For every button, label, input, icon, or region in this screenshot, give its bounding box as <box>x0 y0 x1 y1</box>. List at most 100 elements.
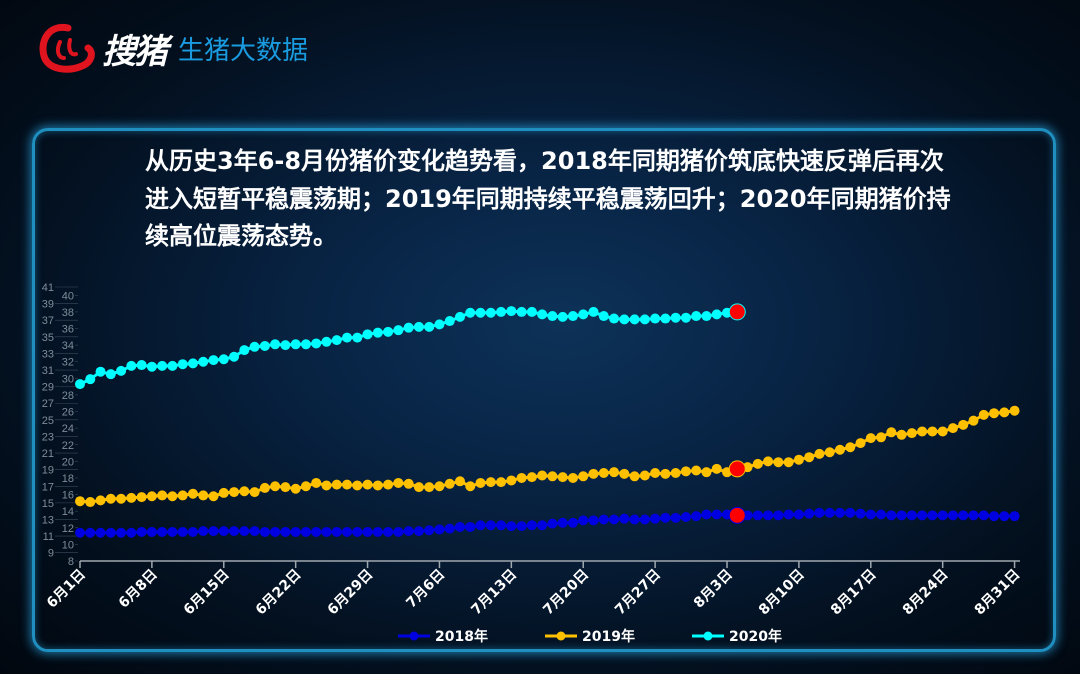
data-point <box>660 468 671 479</box>
data-point <box>588 468 599 479</box>
data-point <box>157 526 168 537</box>
y-tick-label: 38 <box>62 307 74 319</box>
legend-item: 2018年 <box>398 628 488 645</box>
data-point <box>537 520 548 531</box>
data-point <box>516 472 527 483</box>
data-point <box>362 526 373 537</box>
data-point <box>485 477 496 488</box>
data-point <box>383 479 394 490</box>
data-point <box>578 515 589 526</box>
data-point <box>475 307 486 318</box>
data-point <box>444 316 455 327</box>
data-point <box>352 332 363 343</box>
legend-marker <box>556 631 566 641</box>
data-point <box>537 309 548 320</box>
legend-label: 2019年 <box>582 628 635 645</box>
data-point <box>834 507 845 518</box>
data-point <box>588 515 599 526</box>
y-tick-label: 15 <box>42 498 54 510</box>
data-point <box>947 423 958 434</box>
y-tick-label: 14 <box>62 506 74 518</box>
data-point <box>752 510 763 521</box>
y-tick-label: 35 <box>42 332 54 344</box>
data-point <box>352 526 363 537</box>
data-point <box>126 360 137 371</box>
data-point <box>424 321 435 332</box>
y-tick-label: 16 <box>62 490 74 502</box>
legend-item: 2019年 <box>545 628 635 645</box>
data-point <box>557 311 568 322</box>
data-point <box>465 521 476 532</box>
data-point <box>639 314 650 325</box>
y-tick-label: 33 <box>42 348 54 360</box>
data-point <box>321 336 332 347</box>
y-tick-label: 12 <box>62 523 74 535</box>
y-tick-label: 29 <box>42 382 54 394</box>
data-point <box>557 472 568 483</box>
data-point <box>105 369 116 380</box>
data-point <box>259 340 270 351</box>
data-point <box>454 521 465 532</box>
data-point <box>434 319 445 330</box>
data-point <box>372 526 383 537</box>
data-point <box>937 426 948 437</box>
data-point <box>691 465 702 476</box>
data-point <box>444 523 455 534</box>
data-point <box>157 490 168 501</box>
data-point <box>619 314 630 325</box>
data-point <box>598 311 609 322</box>
data-point <box>208 491 219 502</box>
data-point <box>824 507 835 518</box>
data-point <box>259 482 270 493</box>
data-point <box>1009 405 1020 416</box>
data-point <box>95 527 106 538</box>
data-point <box>424 525 435 536</box>
x-tick-label: 8月10日 <box>756 567 808 619</box>
data-point <box>331 526 342 537</box>
data-point <box>629 314 640 325</box>
data-point <box>814 507 825 518</box>
data-point <box>978 510 989 521</box>
data-point <box>783 509 794 520</box>
data-point <box>773 457 784 468</box>
data-point <box>229 487 240 498</box>
data-point <box>372 327 383 338</box>
y-tick-label: 28 <box>62 390 74 402</box>
data-point <box>239 526 250 537</box>
x-tick-label: 7月6日 <box>403 567 448 612</box>
data-point <box>496 477 507 488</box>
data-point <box>424 482 435 493</box>
x-tick-label: 6月15日 <box>181 567 233 619</box>
highlight-point <box>728 303 746 321</box>
data-point <box>75 527 85 538</box>
legend-label: 2020年 <box>729 628 782 645</box>
logo: 搜猪 生猪大数据 <box>38 22 308 74</box>
data-point <box>372 480 383 491</box>
legend-marker <box>409 631 419 641</box>
data-point <box>906 428 917 439</box>
y-tick-label: 41 <box>42 282 54 294</box>
data-point <box>763 510 774 521</box>
data-point <box>506 306 517 317</box>
data-point <box>650 313 661 324</box>
data-point <box>362 479 373 490</box>
data-point <box>506 475 517 486</box>
y-tick-label: 26 <box>62 407 74 419</box>
x-tick-label: 8月24日 <box>900 567 952 619</box>
logo-text: 搜猪 <box>102 31 168 72</box>
data-point <box>300 339 311 350</box>
data-point <box>701 467 712 478</box>
data-point <box>496 520 507 531</box>
y-tick-label: 27 <box>42 398 54 410</box>
data-point <box>413 526 424 537</box>
data-point <box>146 526 157 537</box>
data-point <box>917 426 928 437</box>
y-tick-label: 18 <box>62 473 74 485</box>
data-point <box>116 365 127 376</box>
data-point <box>680 312 691 323</box>
data-point <box>670 512 681 523</box>
data-point <box>855 438 866 449</box>
data-point <box>999 511 1010 522</box>
data-point <box>85 527 96 538</box>
